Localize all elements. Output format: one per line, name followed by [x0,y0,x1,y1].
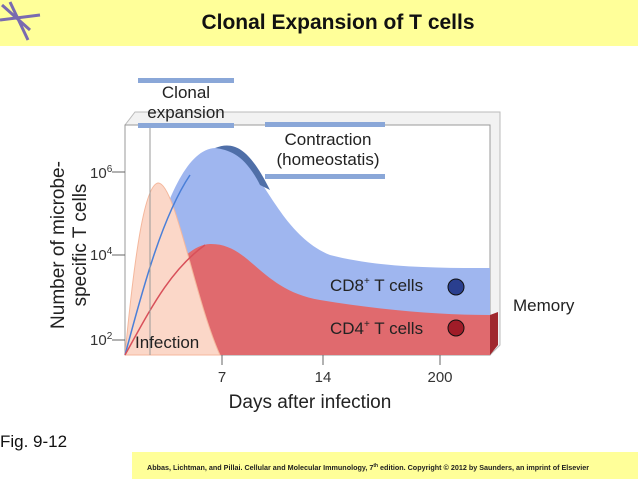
name: CD8 [330,276,364,295]
phase-label: expansion [147,103,225,122]
cd4-early [124,244,206,356]
cd4-cell [447,319,465,337]
cd8-label: CD8+ T cells [330,276,423,295]
memory-label: Memory [513,296,575,315]
cd8-edge [215,145,270,190]
cd4-label: CD4+ T cells [330,319,423,338]
cd4-area [125,243,490,355]
sup: + [364,319,370,330]
name: CD4 [330,319,364,338]
figure-number: Fig. 9-12 [0,432,67,451]
cd8-early [124,174,191,356]
x-tick-label: 200 [427,369,452,386]
phase-label: (homeostatis) [277,150,380,169]
text: Abbas, Lichtman, and Pillai. Cellular an… [147,463,373,472]
text: edition. Copyright © 2012 by Saunders, a… [378,463,589,472]
bracket [138,78,234,83]
phase-label: Contraction [285,130,372,149]
base: 10 [90,332,107,349]
bracket [138,123,234,128]
y-tick-label: 106 [90,164,113,182]
citation: Abbas, Lichtman, and Pillai. Cellular an… [147,463,589,472]
rest: T cells [370,276,423,295]
x-tick-label: 14 [315,369,332,386]
title-banner [0,0,638,46]
x-tick-label: 7 [218,369,226,386]
y-axis-line: specific T cells [70,184,91,307]
title: Clonal Expansion of T cells [201,11,474,34]
base: 10 [90,165,107,182]
exp: 2 [107,331,113,342]
rest: T cells [370,319,423,338]
bracket [265,174,385,179]
base: 10 [90,247,107,264]
y-tick-label: 102 [90,331,113,349]
y-tick-label: 104 [90,246,113,264]
citation-bar [132,452,638,479]
bracket [265,122,385,127]
phase-label: Clonal [162,83,210,102]
sup: + [364,276,370,287]
sup: th [373,463,378,469]
x-axis-label: Days after infection [229,392,392,413]
cd4-side [490,312,498,355]
logo [0,1,41,41]
infection-label: Infection [135,333,199,352]
exp: 6 [107,164,113,175]
exp: 4 [107,246,113,257]
cd8-cell [447,278,465,296]
y-axis-label: Number of microbe- specific T cells [48,161,91,329]
y-axis-line: Number of microbe- [48,161,69,329]
